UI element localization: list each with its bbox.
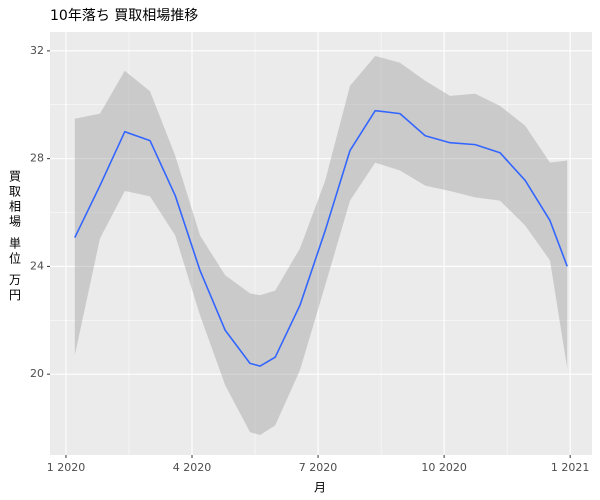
y-tick-label: 20	[30, 367, 44, 380]
y-axis-title: 買取相場 単位 万円	[8, 170, 22, 304]
x-tick-label: 10 2020	[421, 461, 467, 474]
y-tick-label: 32	[30, 44, 44, 57]
smooth-line	[74, 109, 568, 367]
x-tick-label: 7 2020	[299, 461, 338, 474]
confidence-band	[74, 55, 568, 436]
y-tick-label: 24	[30, 259, 44, 272]
x-tick-label: 1 2020	[47, 461, 86, 474]
x-axis-title: 月	[314, 481, 326, 495]
y-tick-label: 28	[30, 152, 44, 165]
x-tick-label: 4 2020	[173, 461, 212, 474]
chart-title: 10年落ち 買取相場推移	[50, 8, 198, 24]
x-tick-label: 1 2021	[551, 461, 590, 474]
